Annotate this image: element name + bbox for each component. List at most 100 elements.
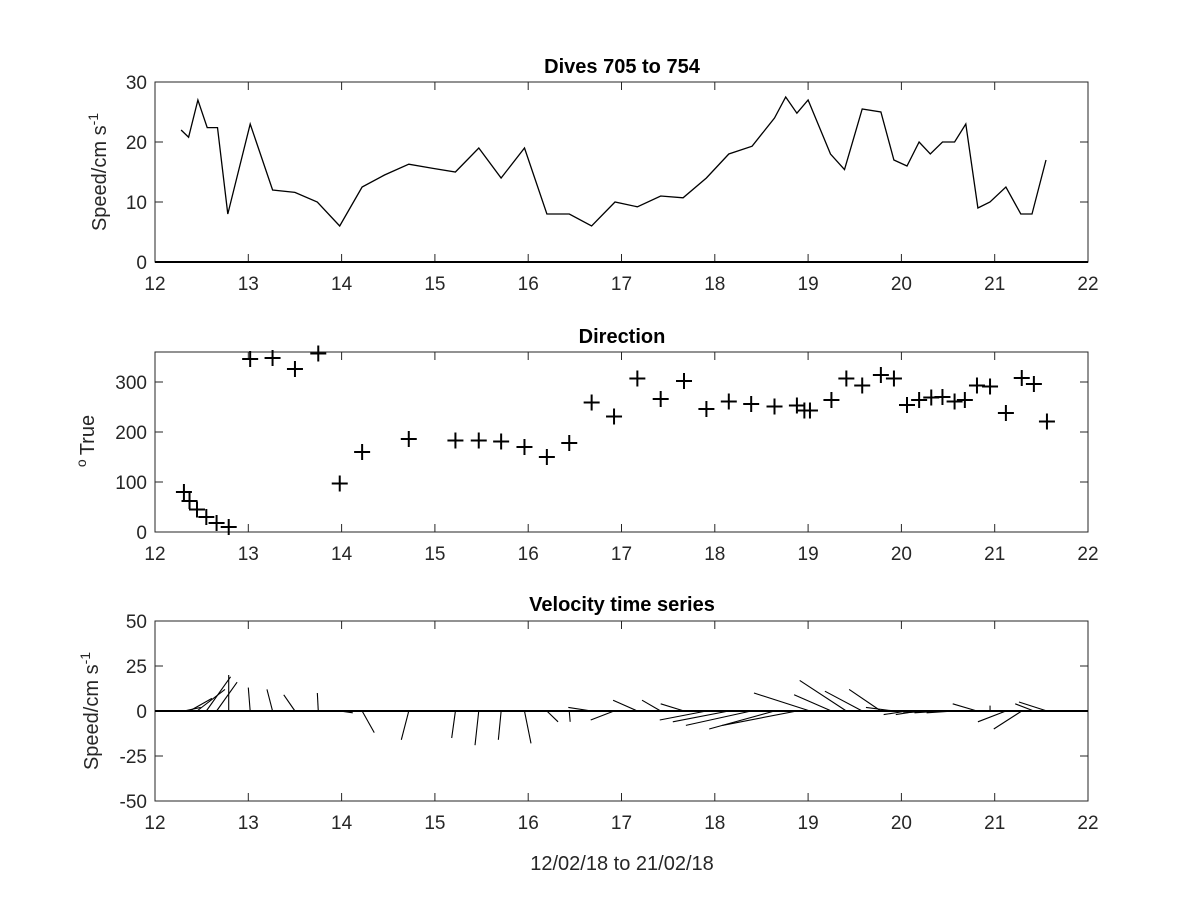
velocity-stick xyxy=(865,706,895,712)
direction-ytick-label: 300 xyxy=(115,373,147,394)
velocity-stick xyxy=(546,710,559,723)
direction-xtick-label: 13 xyxy=(238,544,259,565)
velocity-axes: 12 13 14 15 16 17 18 19 20 21 22 -50 -25 0 25 50 xyxy=(120,612,1099,834)
speed-ytick-label: 30 xyxy=(126,73,147,94)
direction-point-marker xyxy=(242,351,259,367)
direction-point-marker xyxy=(198,509,215,525)
velocity-stick xyxy=(205,676,232,712)
direction-xtick-label: 22 xyxy=(1077,544,1098,565)
velocity-stick xyxy=(1015,703,1035,712)
direction-point-marker xyxy=(264,350,281,366)
velocity-ytick-label: -50 xyxy=(120,792,147,813)
velocity-xtick-label: 12 xyxy=(144,813,165,834)
direction-point-marker xyxy=(911,392,928,408)
velocity-stick xyxy=(722,710,798,726)
velocity-stick xyxy=(672,710,729,723)
direction-point-marker xyxy=(310,345,327,362)
direction-point-marker xyxy=(698,401,715,417)
speed-xtick-label: 16 xyxy=(518,274,539,295)
velocity-stick xyxy=(523,710,532,744)
direction-xtick-label: 18 xyxy=(704,544,725,565)
velocity-stick xyxy=(339,710,353,714)
direction-ytick-label: 100 xyxy=(115,473,147,494)
direction-point-marker xyxy=(801,402,818,419)
speed-xtick-label: 12 xyxy=(144,274,165,295)
direction-point-marker xyxy=(331,475,348,492)
direction-xtick-label: 19 xyxy=(798,544,819,565)
direction-point-marker xyxy=(872,367,889,383)
speed-xtick-label: 18 xyxy=(704,274,725,295)
velocity-stick xyxy=(799,679,847,712)
direction-ytick-label: 200 xyxy=(115,423,147,444)
velocity-stick xyxy=(914,710,943,714)
velocity-xtick-label: 16 xyxy=(518,813,539,834)
direction-point-marker xyxy=(956,392,973,408)
direction-point-marker xyxy=(1038,413,1055,430)
velocity-stick xyxy=(659,710,707,721)
direction-point-marker xyxy=(652,391,669,407)
direction-point-marker xyxy=(1013,370,1030,386)
velocity-stick xyxy=(883,710,908,716)
speed-xtick-label: 17 xyxy=(611,274,632,295)
direction-point-marker xyxy=(743,396,760,412)
velocity-stick xyxy=(753,692,811,712)
direction-point-marker xyxy=(583,394,600,411)
direction-point-marker xyxy=(447,432,464,449)
velocity-stick xyxy=(952,703,978,712)
velocity-stick xyxy=(977,710,1007,723)
direction-point-marker xyxy=(982,378,999,395)
velocity-xtick-label: 22 xyxy=(1077,813,1098,834)
speed-xtick-label: 22 xyxy=(1077,274,1098,295)
velocity-xtick-label: 21 xyxy=(984,813,1005,834)
direction-point-marker xyxy=(629,370,646,387)
speed-axes: 12 13 14 15 16 17 18 19 20 21 22 0 10 20 30 xyxy=(126,73,1099,295)
speed-panel: Dives 705 to 754 Speed/cm s-1 12 13 14 15 16… xyxy=(85,56,1099,295)
velocity-stick xyxy=(590,710,615,721)
direction-point-marker xyxy=(175,484,192,500)
direction-panel: Direction oTrue 12 13 14 15 16 17 18 19 20 21 2201… xyxy=(73,326,1099,565)
velocity-stick xyxy=(641,699,661,712)
direction-xtick-label: 12 xyxy=(144,544,165,565)
velocity-stick xyxy=(283,694,296,712)
velocity-stick xyxy=(216,681,238,712)
velocity-stick xyxy=(451,710,456,739)
direction-point-marker xyxy=(934,389,951,405)
velocity-stick xyxy=(1018,701,1048,712)
direction-point-marker xyxy=(188,501,205,518)
speed-xtick-label: 13 xyxy=(238,274,259,295)
speed-xtick-label: 21 xyxy=(984,274,1005,295)
direction-point-marker xyxy=(400,431,417,447)
velocity-stick xyxy=(568,710,571,722)
speed-xtick-label: 14 xyxy=(331,274,353,295)
speed-series-line xyxy=(180,95,1047,228)
velocity-stick xyxy=(361,710,375,733)
direction-point-marker xyxy=(766,398,783,415)
velocity-stick xyxy=(685,710,752,726)
velocity-stick xyxy=(189,697,213,712)
speed-ytick-label: 10 xyxy=(126,193,147,214)
direction-point-marker xyxy=(946,393,963,410)
direction-xtick-label: 15 xyxy=(424,544,445,565)
direction-point-marker xyxy=(854,377,871,394)
direction-point-marker xyxy=(220,519,237,535)
velocity-stick xyxy=(400,710,410,740)
velocity-stick xyxy=(709,710,775,730)
direction-point-marker xyxy=(208,515,225,531)
speed-xtick-label: 15 xyxy=(424,274,445,295)
velocity-stick xyxy=(993,710,1023,730)
speed-title: Dives 705 to 754 xyxy=(544,56,701,78)
direction-point-marker xyxy=(676,373,693,389)
direction-point-marker xyxy=(720,393,737,410)
velocity-ytick-label: 0 xyxy=(136,702,147,723)
velocity-stick xyxy=(903,710,932,714)
velocity-stick xyxy=(266,689,274,712)
speed-xtick-label: 20 xyxy=(891,274,912,295)
velocity-stick xyxy=(612,699,638,712)
direction-point-marker xyxy=(354,444,371,460)
velocity-title: Velocity time series xyxy=(529,594,715,616)
velocity-ylabel: Speed/cm s-1 xyxy=(77,652,103,770)
velocity-stick xyxy=(848,688,882,712)
velocity-stick xyxy=(568,706,592,712)
